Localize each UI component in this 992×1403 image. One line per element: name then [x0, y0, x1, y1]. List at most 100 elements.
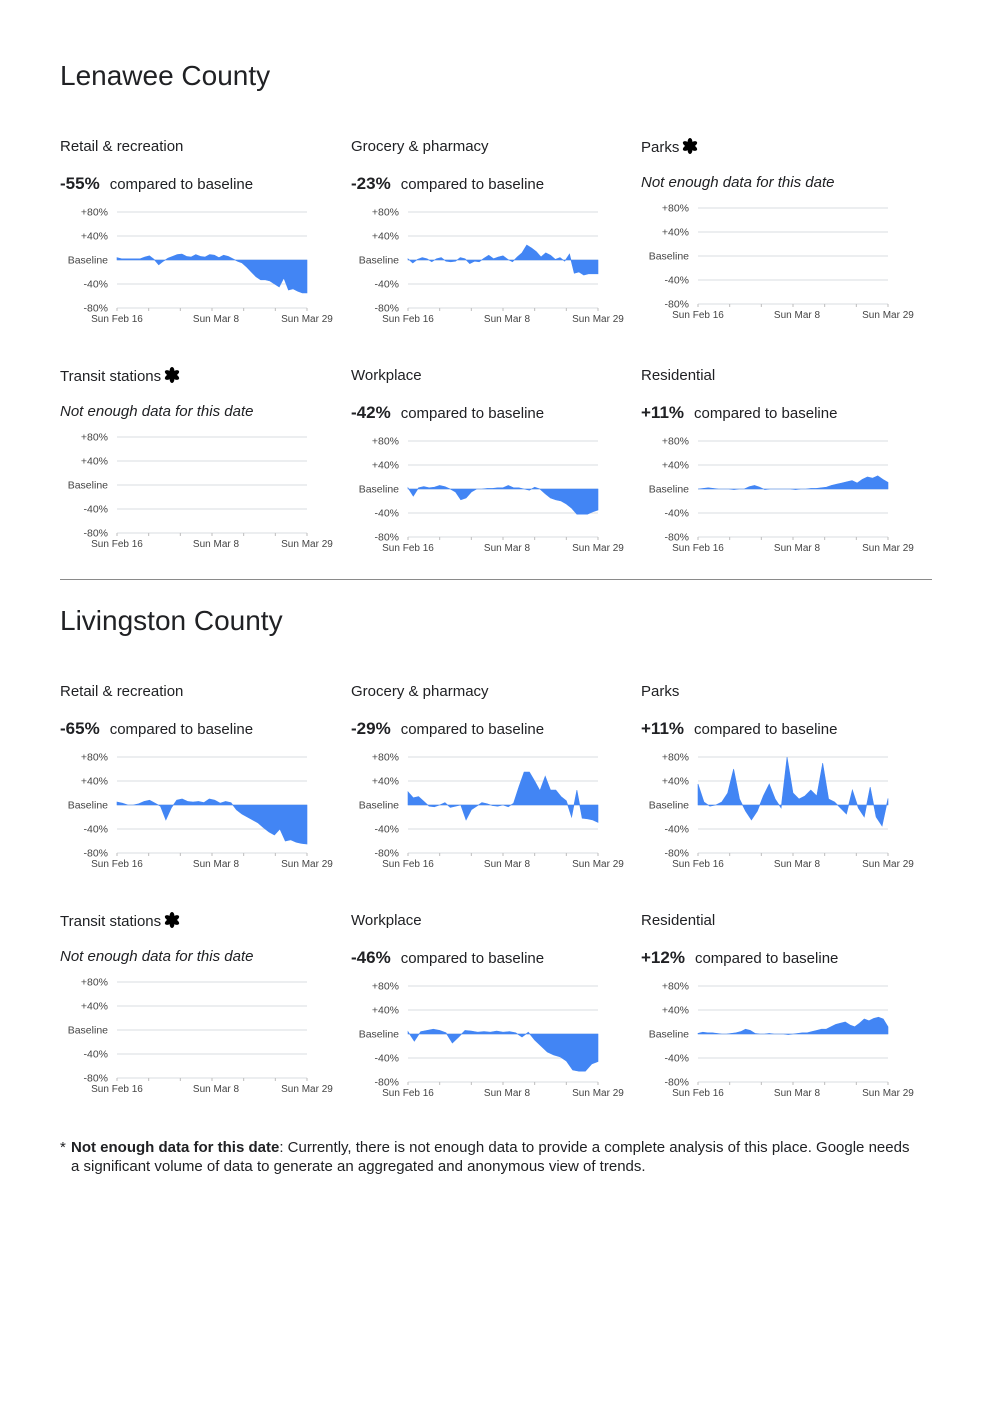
x-tick-label: Sun Feb 16 — [672, 543, 724, 554]
x-tick-label: Sun Feb 16 — [672, 310, 724, 321]
y-tick-label: +80% — [81, 432, 108, 444]
change-summary: -55% compared to baseline — [60, 174, 253, 194]
y-tick-label: -40% — [374, 1053, 399, 1065]
asterisk-icon — [165, 367, 180, 383]
category-title: Parks — [641, 683, 679, 700]
y-tick-label: -80% — [664, 532, 689, 544]
x-tick-label: Sun Feb 16 — [382, 314, 434, 325]
y-tick-label: Baseline — [649, 800, 689, 812]
footnote-asterisk: * — [60, 1139, 66, 1156]
category-title: Transit stations — [60, 912, 180, 930]
y-tick-label: -40% — [83, 1049, 108, 1061]
mobility-chart: +80% +40% Baseline -40% -80%Sun Feb 16 Sun Ma… — [359, 207, 625, 326]
y-tick-label: -80% — [374, 532, 399, 544]
x-tick-label: Sun Mar 8 — [193, 1084, 240, 1095]
county-title: Lenawee County — [60, 60, 271, 91]
y-tick-label: Baseline — [68, 480, 108, 492]
category-name: Grocery & pharmacy — [351, 683, 489, 700]
mobility-chart: +80% +40% Baseline -40% -80%Sun Feb 16 Sun Ma… — [649, 752, 915, 871]
y-tick-label: -80% — [374, 1077, 399, 1089]
category-name: Transit stations — [60, 913, 162, 930]
trend-area — [697, 475, 889, 490]
y-tick-label: +80% — [81, 977, 108, 989]
mobility-chart: +80% +40% Baseline -40% -80%Sun Feb 16 Sun Ma… — [68, 207, 334, 326]
change-value: -29% — [351, 719, 391, 738]
compared-label: compared to baseline — [400, 721, 545, 738]
y-tick-label: +40% — [372, 460, 399, 472]
y-tick-label: +80% — [372, 436, 399, 448]
category-title: Transit stations — [60, 367, 180, 385]
y-tick-label: +80% — [372, 207, 399, 219]
change-summary: -23% compared to baseline — [351, 174, 544, 194]
y-tick-label: -80% — [83, 1073, 108, 1085]
y-tick-label: Baseline — [68, 1025, 108, 1037]
y-tick-label: -40% — [374, 824, 399, 836]
x-tick-label: Sun Mar 8 — [774, 310, 821, 321]
x-tick-label: Sun Feb 16 — [382, 543, 434, 554]
compared-label: compared to baseline — [400, 950, 545, 967]
category-title: Retail & recreation — [60, 683, 183, 700]
x-tick-label: Sun Feb 16 — [382, 1088, 434, 1099]
mobility-chart: +80% +40% Baseline -40% -80%Sun Feb 16 Sun Ma… — [359, 981, 625, 1100]
category-name: Residential — [641, 367, 716, 384]
change-summary: +11% compared to baseline — [641, 403, 837, 423]
trend-area — [407, 244, 599, 276]
y-tick-label: +80% — [81, 207, 108, 219]
y-tick-label: Baseline — [649, 251, 689, 263]
category-title: Residential — [641, 367, 715, 384]
y-tick-label: -80% — [374, 848, 399, 860]
y-tick-label: -40% — [83, 824, 108, 836]
category-title: Residential — [641, 912, 715, 929]
trend-area — [116, 253, 308, 294]
y-tick-label: +40% — [662, 460, 689, 472]
category-name: Grocery & pharmacy — [351, 138, 489, 155]
y-tick-label: +40% — [81, 1001, 108, 1013]
category-panel: Transit stations Not enough data for this… — [60, 367, 340, 577]
change-value: -42% — [351, 403, 391, 422]
footnote-term: Not enough data for this date — [71, 1139, 280, 1156]
county-divider — [60, 579, 932, 580]
y-tick-label: -80% — [83, 528, 108, 540]
category-name: Retail & recreation — [60, 683, 184, 700]
trend-area — [697, 1016, 889, 1035]
compared-label: compared to baseline — [400, 405, 545, 422]
category-name: Residential — [641, 912, 716, 929]
mobility-chart: +80% +40% Baseline -40% -80%Sun Feb 16 Sun Ma… — [649, 981, 915, 1100]
category-name: Workplace — [351, 912, 422, 929]
no-data-message: Not enough data for this date — [60, 403, 254, 420]
x-tick-label: Sun Mar 29 — [572, 1088, 624, 1099]
trend-area — [407, 485, 599, 515]
y-tick-label: -80% — [664, 848, 689, 860]
y-tick-label: -80% — [664, 1077, 689, 1089]
x-tick-label: Sun Mar 8 — [774, 859, 821, 870]
category-name: Retail & recreation — [60, 138, 184, 155]
category-name: Parks — [641, 139, 680, 156]
y-tick-label: +80% — [662, 203, 689, 215]
x-tick-label: Sun Feb 16 — [91, 314, 143, 325]
category-panel: Parks Not enough data for this date +80% +4… — [641, 138, 921, 348]
category-panel: Grocery & pharmacy -29% compared to baseli… — [351, 683, 631, 893]
trend-area — [116, 798, 308, 845]
y-tick-label: +40% — [81, 231, 108, 243]
y-tick-label: +40% — [662, 227, 689, 239]
category-panel: Retail & recreation -65% compared to basel… — [60, 683, 340, 893]
category-panel: Residential +11% compared to baseline +80% +… — [641, 367, 921, 577]
mobility-chart: +80% +40% Baseline -40% -80%Sun Feb 16 Sun Ma… — [68, 752, 334, 871]
change-value: +12% — [641, 948, 685, 967]
x-tick-label: Sun Mar 29 — [862, 1088, 914, 1099]
change-value: -55% — [60, 174, 100, 193]
y-tick-label: Baseline — [68, 255, 108, 267]
y-tick-label: Baseline — [649, 1029, 689, 1041]
compared-label: compared to baseline — [400, 176, 545, 193]
x-tick-label: Sun Feb 16 — [91, 539, 143, 550]
x-tick-label: Sun Mar 29 — [572, 314, 624, 325]
x-tick-label: Sun Mar 8 — [484, 1088, 531, 1099]
compared-label: compared to baseline — [109, 176, 254, 193]
compared-label: compared to baseline — [109, 721, 254, 738]
category-panel: Retail & recreation -55% compared to basel… — [60, 138, 340, 348]
mobility-chart: +80% +40% Baseline -40% -80%Sun Feb 16 Sun Ma… — [649, 436, 915, 555]
y-tick-label: -40% — [83, 279, 108, 291]
mobility-chart: +80% +40% Baseline -40% -80%Sun Feb 16 Sun Ma… — [359, 436, 625, 555]
x-tick-label: Sun Mar 29 — [281, 314, 333, 325]
y-tick-label: +80% — [662, 436, 689, 448]
